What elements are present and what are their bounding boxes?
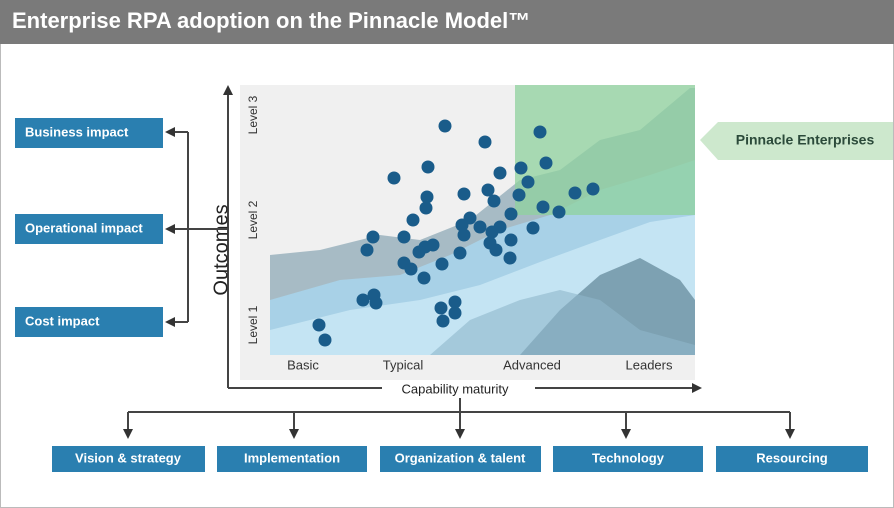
capability-box (380, 446, 541, 472)
scatter-dots (312, 119, 600, 347)
level-label: Level 1 (246, 305, 260, 344)
impact-label: Cost impact (25, 313, 100, 328)
level-label: Level 2 (246, 200, 260, 239)
impact-box (15, 214, 163, 244)
maturity-label: Basic (287, 357, 319, 372)
impact-box (15, 118, 163, 148)
capability-box (52, 446, 205, 472)
capability-label: Vision & strategy (75, 450, 182, 465)
impact-label: Business impact (25, 124, 129, 139)
x-axis-label: Capability maturity (402, 381, 509, 396)
capability-label: Resourcing (756, 450, 828, 465)
capability-box (716, 446, 868, 472)
capability-label: Organization & talent (395, 450, 526, 465)
maturity-label: Advanced (503, 357, 561, 372)
capability-label: Technology (592, 450, 665, 465)
level-label: Level 3 (246, 95, 260, 134)
title-bar (0, 0, 894, 44)
impact-label: Operational impact (25, 220, 143, 235)
capability-label: Implementation (244, 450, 340, 465)
callout-box (700, 122, 893, 160)
capability-box (217, 446, 367, 472)
impact-box (15, 307, 163, 337)
y-axis-label: Outcomes (210, 204, 232, 295)
callout-text: Pinnacle Enterprises (736, 132, 875, 148)
maturity-label: Typical (383, 357, 424, 372)
title: Enterprise RPA adoption on the Pinnacle … (12, 8, 530, 33)
maturity-label: Leaders (626, 357, 673, 372)
capability-box (553, 446, 703, 472)
